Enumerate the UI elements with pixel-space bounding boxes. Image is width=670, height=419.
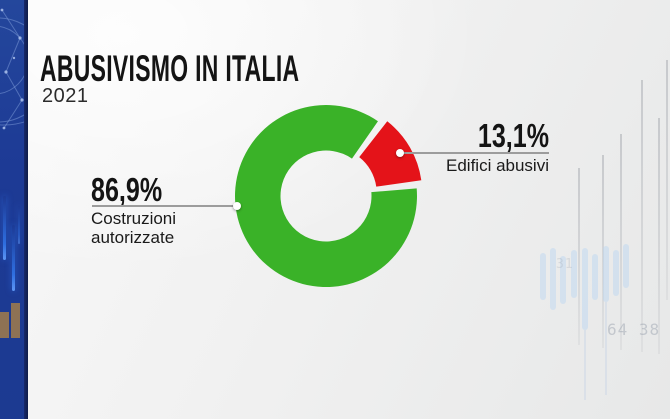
value-label-costruzioni: 86,9% [91, 171, 163, 208]
donut-slice-costruzioni-autorizzate [235, 104, 418, 287]
watermark-bar [623, 244, 629, 288]
data-stream-glow-icon [3, 196, 6, 260]
watermark-bar [603, 246, 609, 302]
page-title: ABUSIVISMO IN ITALIA [40, 48, 300, 89]
watermark-bar [560, 256, 566, 304]
watermark-digits: 64 38 [607, 320, 661, 339]
donut-chart [235, 104, 422, 287]
watermark-bar [571, 250, 577, 298]
watermark-bar [613, 250, 619, 296]
data-stream-glow-icon [18, 206, 20, 244]
watermark-bar [540, 253, 546, 300]
watermark-bar [582, 248, 588, 330]
strip-navy-edge [24, 0, 28, 419]
mini-bar-chart-icon [0, 312, 9, 338]
watermark-line [641, 80, 643, 352]
watermark-bar [592, 254, 598, 300]
leader-dot-right [396, 149, 404, 157]
watermark-line [605, 302, 607, 395]
watermark-line [658, 118, 660, 354]
mini-bar-chart-icon [11, 303, 20, 338]
left-blue-strip [0, 0, 28, 419]
category-label-costruzioni: Costruzioni autorizzate [91, 209, 177, 248]
leader-line-left [92, 205, 237, 207]
watermark-line [578, 168, 580, 345]
network-pattern-icon [0, 8, 28, 130]
category-label-abusivi: Edifici abusivi [446, 156, 549, 175]
watermark-line [620, 134, 622, 350]
donut-slice-edifici-abusivi [359, 121, 422, 187]
leader-line-right [399, 152, 549, 154]
watermark-bar [550, 248, 556, 310]
watermark-line [584, 330, 586, 400]
watermark-line [602, 155, 604, 348]
subtitle-year: 2021 [42, 85, 89, 107]
data-stream-glow-icon [12, 225, 15, 291]
watermark-line [666, 60, 668, 300]
value-label-abusivi: 13,1% [477, 117, 549, 154]
leader-dot-left [233, 202, 241, 210]
watermark-digits: 31 [556, 257, 574, 272]
